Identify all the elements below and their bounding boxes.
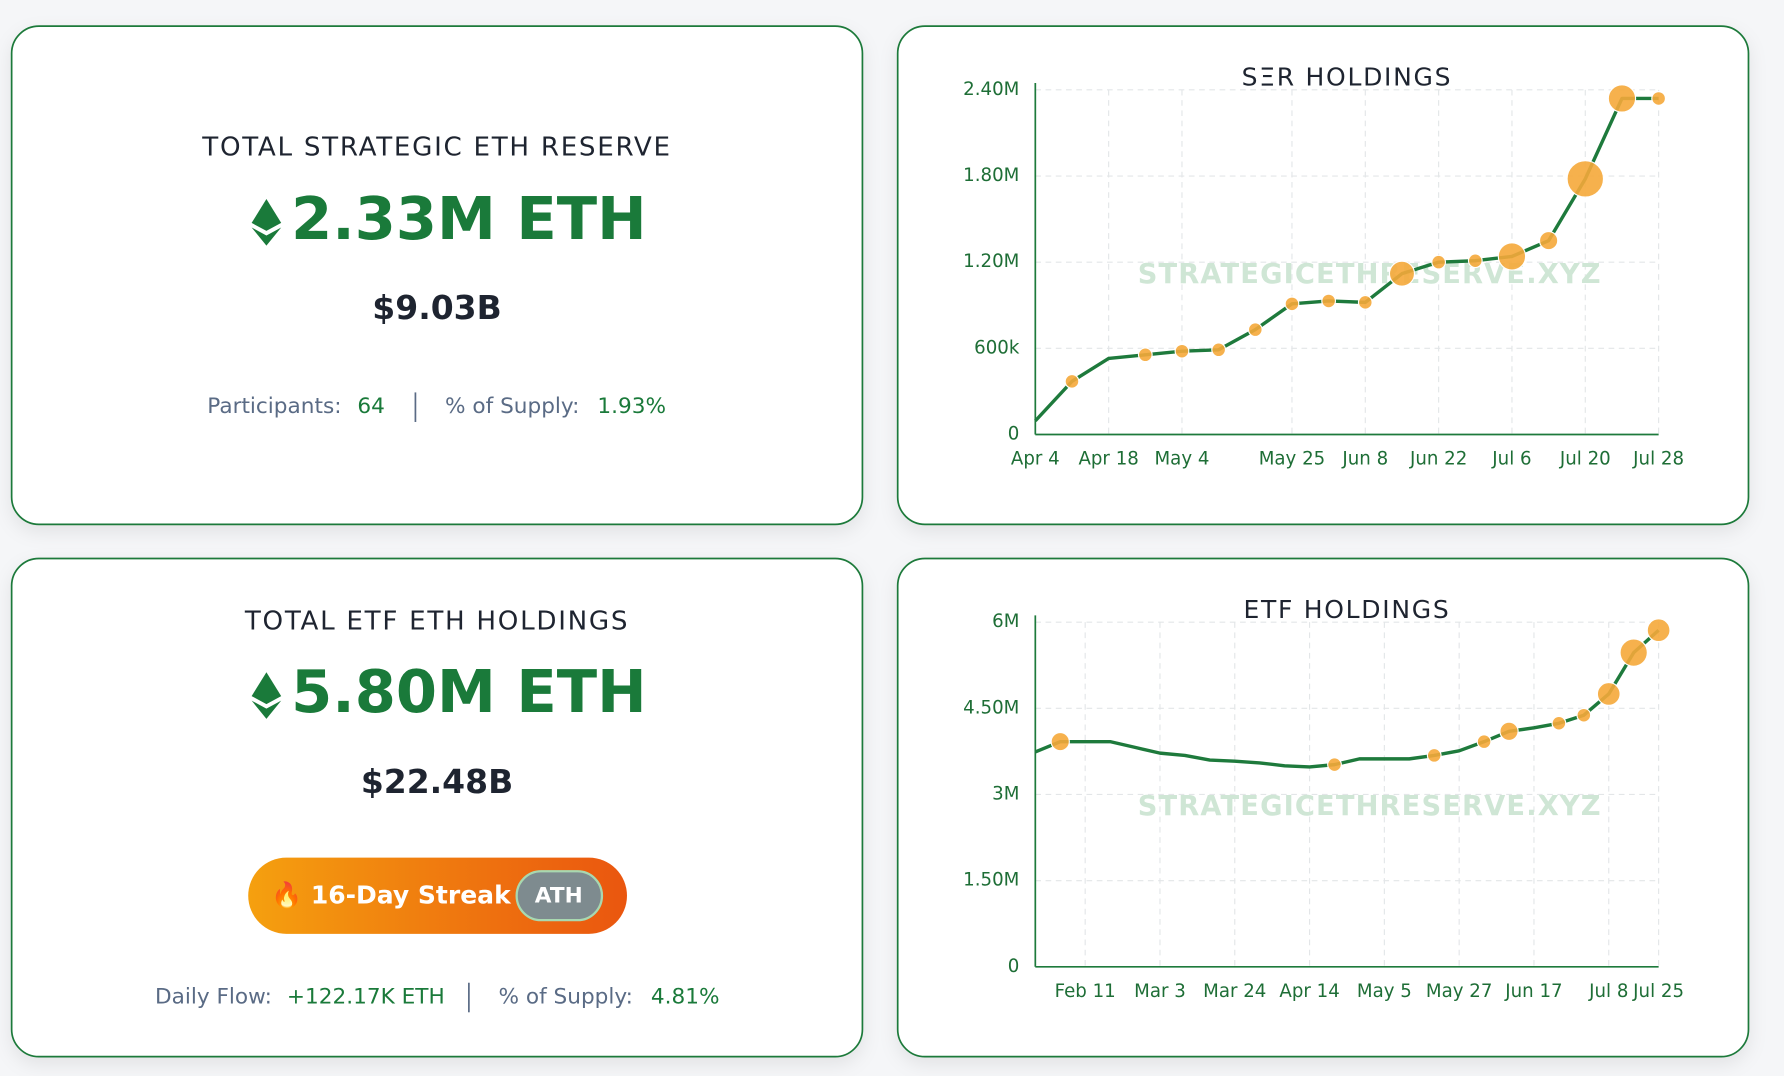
x-tick-label: Mar 24 bbox=[1203, 981, 1266, 1002]
x-tick-label: Feb 11 bbox=[1055, 981, 1116, 1002]
amount: 2.33M ETH bbox=[291, 184, 647, 253]
y-tick-label: 2.40M bbox=[963, 79, 1019, 100]
x-tick-label: Apr 14 bbox=[1279, 981, 1339, 1002]
marker bbox=[1566, 160, 1605, 198]
marker bbox=[1651, 91, 1667, 106]
marker bbox=[1499, 721, 1519, 741]
card bbox=[896, 25, 1750, 526]
y-tick-label: 1.50M bbox=[963, 870, 1019, 891]
x-tick-label: Apr 18 bbox=[1078, 449, 1138, 470]
x-tick-label: Jul 6 bbox=[1491, 449, 1531, 470]
marker bbox=[1174, 343, 1190, 359]
marker bbox=[1327, 757, 1342, 773]
x-tick-label: Mar 3 bbox=[1134, 981, 1186, 1002]
marker bbox=[1576, 707, 1592, 723]
marker bbox=[1321, 293, 1337, 309]
stat-value: +122.17K ETH bbox=[287, 985, 445, 1010]
marker bbox=[1426, 748, 1442, 763]
watermark: STRATEGICETHRESERVE.XYZ bbox=[1138, 791, 1602, 822]
chart-title: SΞR HOLDINGS bbox=[1242, 62, 1453, 91]
usd-value: $9.03B bbox=[372, 288, 501, 327]
card bbox=[10, 25, 864, 526]
amount: 5.80M ETH bbox=[291, 657, 647, 726]
x-tick-label: Jun 17 bbox=[1504, 981, 1562, 1002]
marker bbox=[1596, 682, 1621, 706]
x-tick-label: May 5 bbox=[1357, 981, 1412, 1002]
marker bbox=[1497, 242, 1527, 271]
y-tick-label: 3M bbox=[992, 783, 1019, 804]
stat-label: Participants: bbox=[207, 394, 341, 419]
marker bbox=[1357, 294, 1373, 310]
y-tick-label: 1.20M bbox=[963, 251, 1019, 272]
x-tick-label: May 4 bbox=[1154, 449, 1209, 470]
y-tick-label: 600k bbox=[974, 337, 1020, 358]
y-tick-label: 6M bbox=[992, 611, 1019, 632]
marker bbox=[1607, 84, 1637, 113]
marker bbox=[1064, 373, 1080, 389]
marker bbox=[1619, 638, 1648, 667]
chart-title: ETF HOLDINGS bbox=[1243, 595, 1450, 624]
card-title: TOTAL ETF ETH HOLDINGS bbox=[244, 607, 629, 637]
x-tick-label: Jun 8 bbox=[1341, 449, 1388, 470]
x-tick-label: Jul 20 bbox=[1559, 449, 1611, 470]
eth-icon bbox=[251, 199, 282, 246]
card-title: TOTAL STRATEGIC ETH RESERVE bbox=[201, 132, 671, 162]
marker bbox=[1538, 230, 1559, 251]
marker bbox=[1646, 618, 1671, 643]
card bbox=[10, 557, 864, 1058]
x-tick-label: Jul 25 bbox=[1632, 981, 1684, 1002]
marker bbox=[1551, 715, 1567, 731]
watermark: STRATEGICETHRESERVE.XYZ bbox=[1138, 259, 1602, 290]
y-tick-label: 1.80M bbox=[963, 165, 1019, 186]
marker bbox=[1388, 260, 1416, 287]
x-tick-label: Jul 28 bbox=[1632, 449, 1684, 470]
ath-text: ATH bbox=[535, 883, 583, 908]
marker bbox=[1431, 254, 1447, 270]
streak-text: 🔥 16-Day Streak bbox=[271, 880, 512, 909]
stat-value: 64 bbox=[357, 394, 385, 419]
stat-value: 1.93% bbox=[597, 394, 666, 419]
stat-label: Daily Flow: bbox=[155, 985, 272, 1010]
marker bbox=[1467, 253, 1483, 269]
x-tick-label: Apr 4 bbox=[1011, 449, 1060, 470]
x-tick-label: Jun 22 bbox=[1409, 449, 1467, 470]
stat-label: % of Supply: bbox=[498, 985, 632, 1010]
x-tick-label: May 27 bbox=[1426, 981, 1493, 1002]
marker bbox=[1050, 731, 1070, 752]
marker bbox=[1137, 347, 1153, 363]
usd-value: $22.48B bbox=[361, 762, 513, 801]
y-tick-label: 0 bbox=[1008, 956, 1020, 977]
card bbox=[896, 557, 1750, 1058]
stat-label: % of Supply: bbox=[445, 394, 579, 419]
eth-icon bbox=[251, 672, 282, 719]
stat-value: 4.81% bbox=[651, 985, 720, 1010]
marker bbox=[1211, 342, 1227, 358]
ath-badge bbox=[515, 870, 604, 922]
y-tick-label: 4.50M bbox=[963, 697, 1019, 718]
marker bbox=[1284, 296, 1300, 312]
x-tick-label: May 25 bbox=[1259, 449, 1326, 470]
x-tick-label: Jul 8 bbox=[1588, 981, 1628, 1002]
marker bbox=[1247, 322, 1263, 338]
y-tick-label: 0 bbox=[1008, 423, 1020, 444]
marker bbox=[1476, 734, 1492, 750]
